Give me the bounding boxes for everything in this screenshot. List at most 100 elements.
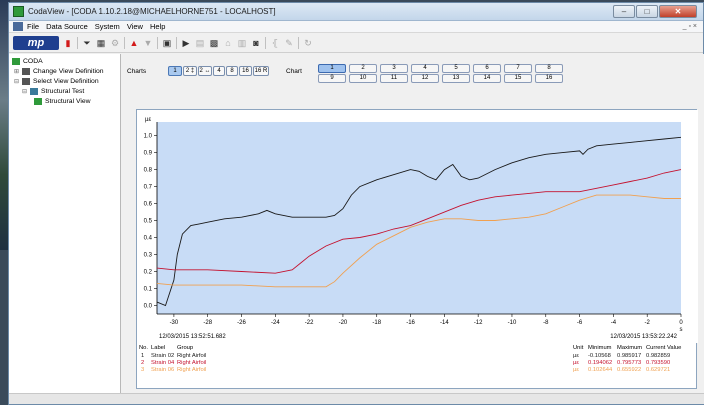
navigation-tree: CODA ⊞ Change View Definition ⊟ Select V… bbox=[9, 54, 121, 394]
strain-chart[interactable]: µε 0.0 0.1 0.2 0.3 0.4 0.5 0.6 0.7 0.8 0.9 1.0 -30 -2… bbox=[137, 110, 698, 343]
expand-icon[interactable]: ⊞ bbox=[14, 68, 20, 75]
col-group: Group bbox=[177, 345, 194, 351]
menu-help[interactable]: Help bbox=[149, 22, 166, 31]
menu-system[interactable]: System bbox=[94, 22, 120, 31]
x-tick-label: -2 bbox=[645, 320, 651, 326]
document-icon[interactable] bbox=[13, 22, 23, 31]
tree-item-structural-test[interactable]: ⊟ Structural Test bbox=[12, 86, 117, 96]
filter-icon[interactable]: ⏷ bbox=[83, 37, 91, 48]
x-tick-label: -26 bbox=[237, 320, 246, 326]
series-line-strain-06 bbox=[156, 194, 681, 288]
chart-icon[interactable]: ▥ bbox=[237, 37, 247, 48]
collapse-icon[interactable]: ⊟ bbox=[22, 88, 28, 95]
chart-label: Chart bbox=[286, 68, 302, 75]
chart-2-button[interactable]: 2 bbox=[349, 64, 377, 73]
monitor-icon[interactable]: ▩ bbox=[209, 37, 219, 48]
x-tick-label: -24 bbox=[271, 320, 280, 326]
close-button[interactable]: ✕ bbox=[659, 5, 697, 18]
toolbar: mp ▮ ⏷ ▦ ⚙ ▲ ▼ ▣ ▶ ▤ ▩ ⌂ ▥ ◙ ⦃ ✎ ↻ bbox=[9, 33, 703, 53]
menu-view[interactable]: View bbox=[126, 22, 143, 31]
chart-5-button[interactable]: 5 bbox=[442, 64, 470, 73]
collapse-icon[interactable]: ⊟ bbox=[14, 78, 20, 85]
y-axis-unit: µε bbox=[145, 117, 151, 123]
building-icon[interactable]: ⌂ bbox=[225, 37, 231, 48]
tree-item-change-view[interactable]: ⊞ Change View Definition bbox=[12, 66, 117, 76]
y-tick-label: 0.0 bbox=[144, 304, 153, 310]
down-arrow-icon[interactable]: ▼ bbox=[143, 37, 153, 48]
charts-2-side-button[interactable]: 2 ↔ bbox=[198, 66, 212, 76]
cell-group: Right Airfoil bbox=[177, 353, 207, 359]
chart-3-button[interactable]: 3 bbox=[380, 64, 408, 73]
mdi-controls[interactable]: _ ▫ × bbox=[682, 23, 697, 30]
chart-4-button[interactable]: 4 bbox=[411, 64, 439, 73]
chart-12-button[interactable]: 12 bbox=[411, 74, 439, 83]
charts-4-button[interactable]: 4 bbox=[213, 66, 225, 76]
up-arrow-icon[interactable]: ▲ bbox=[129, 37, 139, 48]
cell-maximum: 0.655922 bbox=[617, 367, 642, 373]
chart-6-button[interactable]: 6 bbox=[473, 64, 501, 73]
cell-current: 0.629721 bbox=[646, 367, 671, 373]
chart-14-button[interactable]: 14 bbox=[473, 74, 501, 83]
grid-icon[interactable]: ▦ bbox=[96, 37, 106, 48]
col-minimum: Minimum bbox=[588, 345, 612, 351]
status-bar bbox=[9, 393, 704, 404]
chart-13-button[interactable]: 13 bbox=[442, 74, 470, 83]
chart-15-button[interactable]: 15 bbox=[504, 74, 532, 83]
toolbar-separator bbox=[265, 36, 266, 49]
cell-maximum: 0.985917 bbox=[617, 353, 642, 359]
y-tick-label: 0.2 bbox=[144, 270, 153, 276]
x-tick-label: -18 bbox=[372, 320, 381, 326]
cell-no: 2 bbox=[141, 360, 145, 366]
settings-icon[interactable]: ⚙ bbox=[110, 37, 120, 48]
charts-16-button[interactable]: 16 bbox=[239, 66, 252, 76]
app-icon bbox=[13, 6, 24, 17]
charts-8-button[interactable]: 8 bbox=[226, 66, 238, 76]
cell-maximum: 0.795773 bbox=[617, 360, 642, 366]
save-icon[interactable]: ▣ bbox=[162, 37, 172, 48]
y-tick-label: 1.0 bbox=[144, 134, 153, 140]
x-axis-unit: s bbox=[680, 327, 683, 333]
book-icon[interactable]: ▮ bbox=[65, 37, 71, 48]
chart-10-button[interactable]: 10 bbox=[349, 74, 377, 83]
cell-minimum: 0.194062 bbox=[588, 360, 613, 366]
tree-root-label: CODA bbox=[23, 57, 43, 65]
chart-8-button[interactable]: 8 bbox=[535, 64, 563, 73]
y-tick-label: 0.5 bbox=[144, 219, 153, 225]
chart-7-button[interactable]: 7 bbox=[504, 64, 532, 73]
minimize-button[interactable]: – bbox=[613, 5, 635, 18]
x-tick-label: -22 bbox=[305, 320, 314, 326]
cell-unit: µε bbox=[573, 360, 579, 366]
x-tick-label: -6 bbox=[577, 320, 583, 326]
chart-11-button[interactable]: 11 bbox=[380, 74, 408, 83]
cell-unit: µε bbox=[573, 367, 579, 373]
bracket-icon[interactable]: ⦃ bbox=[271, 37, 279, 48]
x-tick-label: -12 bbox=[474, 320, 483, 326]
tree-item-select-view[interactable]: ⊟ Select View Definition bbox=[12, 76, 117, 86]
menu-data-source[interactable]: Data Source bbox=[46, 22, 88, 31]
plot-area bbox=[157, 122, 681, 314]
charts-2-stacked-button[interactable]: 2 ‡ bbox=[183, 66, 197, 76]
tree-item-structural-view[interactable]: Structural View bbox=[12, 96, 117, 106]
folder-icon bbox=[22, 77, 30, 85]
charts-16r-button[interactable]: 16 R bbox=[253, 66, 269, 76]
charts-1-button[interactable]: 1 bbox=[168, 66, 182, 76]
camera-icon[interactable]: ◙ bbox=[253, 37, 259, 48]
chart-9-button[interactable]: 9 bbox=[318, 74, 346, 83]
series-line-strain-02 bbox=[156, 136, 682, 307]
cell-label: Strain 04 bbox=[151, 360, 175, 366]
chart-16-button[interactable]: 16 bbox=[535, 74, 563, 83]
charts-label: Charts bbox=[127, 68, 147, 75]
play-icon[interactable]: ▶ bbox=[182, 37, 190, 48]
tree-item-root[interactable]: CODA bbox=[12, 56, 117, 66]
refresh-icon[interactable]: ↻ bbox=[304, 37, 312, 48]
menu-file[interactable]: File bbox=[27, 22, 40, 31]
x-tick-label: -14 bbox=[440, 320, 449, 326]
chart-1-button[interactable]: 1 bbox=[318, 64, 346, 73]
maximize-button[interactable]: □ bbox=[636, 5, 658, 18]
start-timestamp: 12/03/2015 13:52:51.682 bbox=[159, 334, 226, 340]
table-icon[interactable]: ▤ bbox=[195, 37, 205, 48]
desktop-background bbox=[0, 0, 10, 250]
col-current: Current Value bbox=[646, 345, 682, 351]
edit-icon[interactable]: ✎ bbox=[285, 37, 293, 48]
